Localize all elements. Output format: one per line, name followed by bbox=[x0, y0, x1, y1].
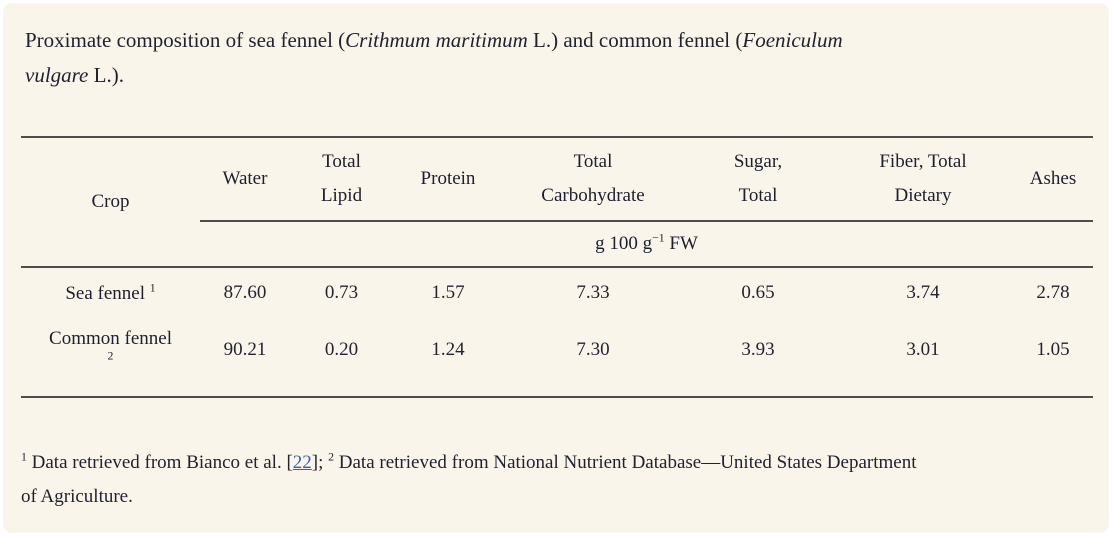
text-segment: Data retrieved from Bianco et al. [ bbox=[26, 452, 293, 473]
data-cell: 87.60 bbox=[223, 282, 267, 303]
text-segment: Crop bbox=[91, 191, 130, 212]
text-segment: L.) and common fennel ( bbox=[527, 28, 743, 52]
col-header-water: Water bbox=[200, 137, 290, 222]
col-header-fiber-total-dietary: Fiber, Total Dietary bbox=[833, 137, 1013, 222]
composition-table: Crop Water Total Lipid Protein Total Carbo… bbox=[21, 136, 1093, 398]
text-segment: ]; bbox=[311, 452, 329, 473]
text-segment: 2 bbox=[328, 450, 335, 464]
text-segment: FW bbox=[664, 233, 698, 254]
data-cell: 1.57 bbox=[431, 282, 465, 303]
text-segment: Common fennel bbox=[49, 328, 172, 349]
table-row-common-fennel: Common fennel 2 90.21 0.20 1.24 7.30 3.93… bbox=[21, 318, 1093, 382]
text-segment: Ashes bbox=[1029, 168, 1077, 189]
table-footnote: 1 Data retrieved from Bianco et al. [22]… bbox=[21, 446, 1087, 514]
text-segment: of Agriculture. bbox=[21, 486, 133, 507]
table-caption: Proximate composition of sea fennel (Cri… bbox=[25, 23, 1087, 93]
table-row-sea-fennel: Sea fennel 1 87.60 0.73 1.57 7.33 0.65 3… bbox=[21, 267, 1093, 318]
text-segment: Protein bbox=[420, 168, 476, 189]
col-header-protein: Protein bbox=[393, 137, 503, 222]
row-label-sea-fennel: Sea fennel 1 bbox=[21, 267, 200, 318]
unit-header: g 100 g−1 FW bbox=[200, 221, 1093, 268]
table-bottom-spacer bbox=[21, 382, 1093, 397]
paper-table-figure: Proximate composition of sea fennel (Cri… bbox=[3, 3, 1109, 533]
text-segment: Total bbox=[322, 151, 361, 172]
data-cell: 3.01 bbox=[906, 339, 940, 360]
col-header-total-lipid: Total Lipid bbox=[290, 137, 393, 222]
data-cell: 7.30 bbox=[576, 339, 610, 360]
data-cell: 0.20 bbox=[324, 339, 359, 360]
text-segment: −1 bbox=[652, 231, 665, 245]
data-cell: 3.74 bbox=[906, 282, 940, 303]
data-cell: 2.78 bbox=[1036, 282, 1070, 303]
col-header-crop: Crop bbox=[21, 137, 200, 268]
data-cell: 3.93 bbox=[741, 339, 775, 360]
data-cell: 90.21 bbox=[223, 339, 267, 360]
data-cell: 0.73 bbox=[324, 282, 359, 303]
text-segment: 1 bbox=[149, 281, 156, 295]
text-segment: g 100 g bbox=[595, 233, 653, 254]
text-segment: Crithmum maritimum bbox=[345, 28, 528, 52]
col-header-total-carbohydrate: Total Carbohydrate bbox=[503, 137, 683, 222]
text-segment: vulgare bbox=[25, 63, 89, 87]
text-segment: Sea fennel bbox=[65, 282, 150, 304]
text-segment: 1 bbox=[21, 450, 27, 464]
text-segment: Proximate composition of sea fennel ( bbox=[25, 28, 346, 52]
data-cell: 1.05 bbox=[1036, 339, 1070, 360]
text-segment: 2 bbox=[107, 349, 114, 363]
text-segment: L.). bbox=[88, 63, 124, 87]
text-segment: Data retrieved from National Nutrient Da… bbox=[334, 452, 917, 473]
text-segment: Dietary bbox=[894, 185, 952, 206]
data-cell: 1.24 bbox=[431, 339, 465, 360]
unit-row: g 100 g−1 FW bbox=[21, 221, 1093, 268]
text-segment: Foeniculum bbox=[742, 28, 843, 52]
col-header-ashes: Ashes bbox=[1013, 137, 1093, 222]
data-cell: 7.33 bbox=[576, 282, 610, 303]
text-segment: Fiber, Total bbox=[879, 151, 967, 172]
data-cell: 0.65 bbox=[741, 282, 775, 303]
row-label-common-fennel: Common fennel 2 bbox=[21, 318, 200, 382]
col-header-sugar-total: Sugar, Total bbox=[683, 137, 833, 222]
text-segment: Sugar, bbox=[733, 151, 783, 172]
header-row: Crop Water Total Lipid Protein Total Carbo… bbox=[21, 137, 1093, 268]
text-segment: Water bbox=[222, 168, 268, 189]
text-segment: Lipid bbox=[320, 185, 363, 206]
text-segment: Total bbox=[738, 185, 778, 206]
text-segment: Carbohydrate bbox=[541, 185, 645, 206]
text-segment: Total bbox=[573, 151, 613, 172]
citation-link[interactable]: 22 bbox=[292, 452, 312, 473]
